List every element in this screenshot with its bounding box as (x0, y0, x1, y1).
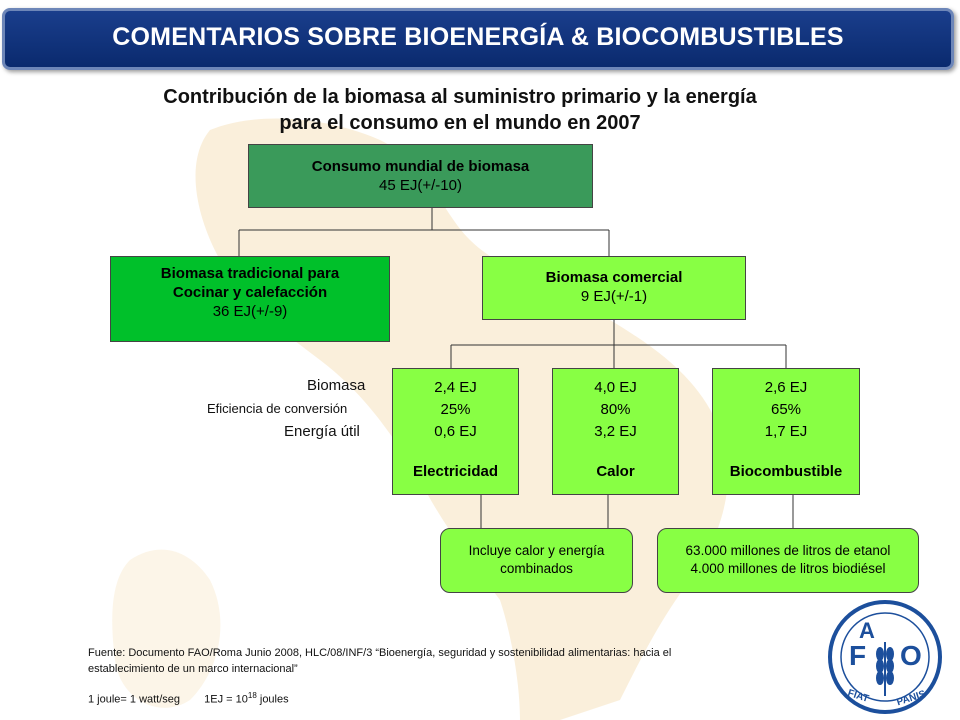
use-efficiency-value: 80% (600, 401, 631, 418)
note-fuel-line-2: 4.000 millones de litros biodiésel (690, 561, 886, 576)
world-biomass-title: Consumo mundial de biomasa (311, 158, 530, 175)
units-note: 1 joule= 1 watt/seg 1EJ = 1018 joules (88, 688, 808, 708)
world-biomass-value: 45 EJ(+/-10) (379, 177, 462, 194)
note-biofuel-volumes: 63.000 millones de litros de etanol 4.00… (657, 528, 919, 593)
header-title: COMENTARIOS SOBRE BIOENERGÍA & BIOCOMBUS… (112, 23, 844, 51)
svg-text:F: F (849, 640, 866, 671)
use-useful-value: 1,7 EJ (764, 423, 808, 440)
svg-text:O: O (900, 640, 922, 671)
units-tail: joules (256, 693, 289, 706)
note-chp-line-1: Incluye calor y energía (468, 543, 605, 558)
use-box-biofuel: 2,6 EJ 65% 1,7 EJ Biocombustible (712, 368, 860, 495)
use-biomass-value: 4,0 EJ (594, 379, 637, 396)
use-box-heat: 4,0 EJ 80% 3,2 EJ Calor (552, 368, 679, 495)
label-conversion-efficiency: Eficiencia de conversión (207, 401, 348, 416)
traditional-biomass-box: Biomasa tradicional para Cocinar y calef… (110, 256, 390, 342)
use-biomass-value: 2,4 EJ (434, 379, 477, 396)
subtitle-line-2: para el consumo en el mundo en 2007 (279, 112, 641, 134)
label-biomass: Biomasa (307, 377, 366, 394)
commercial-biomass-value: 9 EJ(+/-1) (580, 288, 648, 305)
fao-logo: F O A FIAT PANIS (828, 600, 942, 714)
commercial-biomass-box: Biomasa comercial 9 EJ(+/-1) (482, 256, 746, 320)
diagram-subtitle: Contribución de la biomasa al suministro… (90, 84, 830, 136)
use-efficiency-value: 65% (770, 401, 802, 418)
commercial-biomass-title: Biomasa comercial (545, 269, 683, 286)
source-line-1: Fuente: Documento FAO/Roma Junio 2008, H… (88, 647, 672, 659)
note-chp-line-2: combinados (500, 561, 573, 576)
subtitle-line-1: Contribución de la biomasa al suministro… (163, 86, 757, 108)
world-biomass-box: Consumo mundial de biomasa 45 EJ(+/-10) (248, 144, 593, 208)
svg-text:FIAT: FIAT (846, 688, 870, 705)
label-useful-energy: Energía útil (284, 423, 360, 440)
traditional-biomass-title-1: Biomasa tradicional para (160, 265, 340, 282)
use-name: Calor (596, 463, 635, 480)
note-fuel-line-1: 63.000 millones de litros de etanol (685, 543, 891, 558)
traditional-biomass-title-2: Cocinar y calefacción (172, 284, 328, 301)
use-useful-value: 3,2 EJ (594, 423, 637, 440)
units-exponent: 18 (247, 691, 257, 700)
use-name: Biocombustible (729, 463, 843, 480)
units-joule: 1 joule= 1 watt/seg (88, 693, 181, 706)
header-bar: COMENTARIOS SOBRE BIOENERGÍA & BIOCOMBUS… (2, 8, 954, 70)
use-name: Electricidad (412, 463, 499, 480)
source-note: Fuente: Documento FAO/Roma Junio 2008, H… (88, 645, 808, 677)
use-biomass-value: 2,6 EJ (764, 379, 808, 396)
use-efficiency-value: 25% (440, 401, 471, 418)
use-box-electricity: 2,4 EJ 25% 0,6 EJ Electricidad (392, 368, 519, 495)
note-combined-heat-power: Incluye calor y energía combinados (440, 528, 633, 593)
source-line-2: establecimiento de un marco internaciona… (88, 663, 298, 675)
svg-text:A: A (859, 618, 875, 643)
traditional-biomass-value: 36 EJ(+/-9) (212, 303, 288, 320)
units-ej: 1EJ = 10 (204, 693, 248, 706)
use-useful-value: 0,6 EJ (434, 423, 477, 440)
